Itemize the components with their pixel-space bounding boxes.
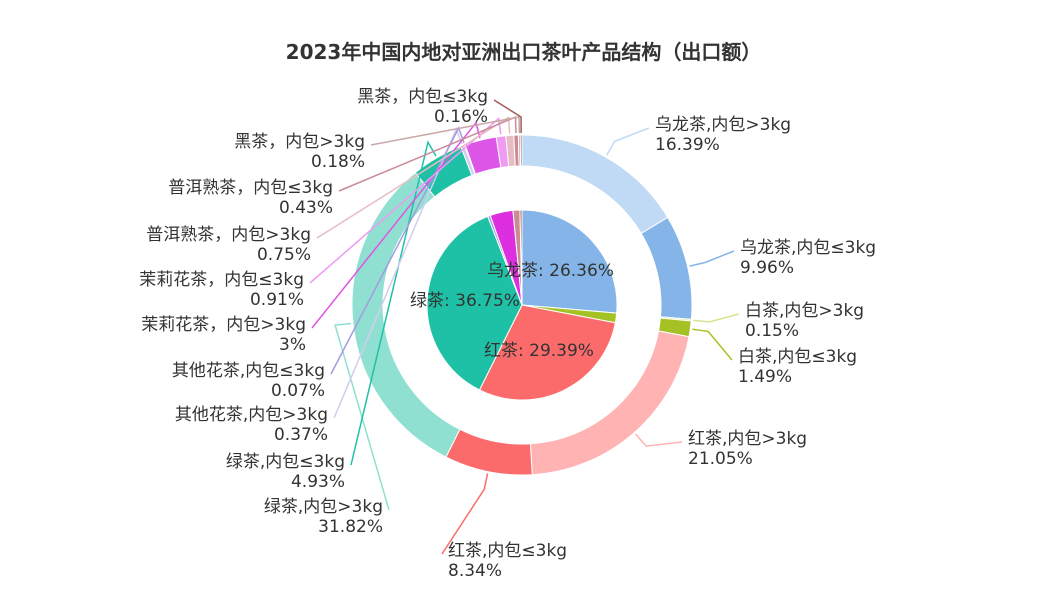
outer-value-14: 0.18%: [311, 152, 365, 172]
outer-label-9: 其他花茶,内包≤3kg: [172, 361, 325, 381]
outer-value-4: 21.05%: [688, 449, 753, 469]
inner-slice-3: [426, 215, 523, 391]
outer-label-13: 普洱熟茶，内包≤3kg: [168, 177, 333, 198]
outer-value-6: 31.82%: [318, 517, 383, 537]
leader-line-1: [689, 250, 735, 267]
leader-line-11: [309, 116, 502, 284]
outer-label-11: 茉莉花茶，内包≤3kg: [139, 270, 304, 290]
leader-line-15: [493, 99, 522, 134]
outer-value-10: 3%: [279, 335, 306, 355]
outer-slice-5: [445, 428, 533, 476]
leader-line-14: [370, 116, 521, 146]
inner-label-3: 绿茶: 36.75%: [410, 291, 520, 311]
outer-value-5: 8.34%: [448, 561, 502, 581]
inner-slice-7: [519, 209, 523, 306]
leader-line-12: [316, 116, 511, 239]
outer-value-2: 0.15%: [745, 321, 799, 341]
outer-value-1: 9.96%: [740, 258, 794, 278]
outer-value-12: 0.75%: [257, 245, 311, 265]
outer-label-10: 茉莉花茶，内包>3kg: [141, 315, 306, 335]
outer-label-6: 绿茶,内包>3kg: [264, 497, 383, 517]
outer-label-0: 乌龙茶,内包>3kg: [655, 115, 791, 135]
outer-label-4: 红茶,内包>3kg: [688, 429, 807, 449]
outer-label-1: 乌龙茶,内包≤3kg: [740, 238, 876, 258]
outer-label-7: 绿茶,内包≤3kg: [226, 452, 345, 472]
outer-slice-1: [640, 216, 693, 320]
outer-label-8: 其他花茶,内包>3kg: [175, 405, 328, 425]
leader-line-6: [334, 322, 390, 511]
outer-label-14: 黑茶，内包>3kg: [234, 132, 365, 152]
outer-value-3: 1.49%: [738, 367, 792, 387]
outer-label-3: 白茶,内包≤3kg: [738, 347, 857, 367]
chart-title: 2023年中国内地对亚洲出口茶叶产品结构（出口额）: [285, 40, 762, 64]
inner-slice-0: [521, 209, 618, 314]
inner-label-2: 红茶: 29.39%: [484, 341, 594, 361]
outer-value-15: 0.16%: [434, 107, 488, 127]
leader-line-3: [692, 328, 733, 361]
outer-label-12: 普洱熟茶，内包>3kg: [146, 224, 311, 245]
leader-line-4: [635, 433, 683, 447]
outer-value-8: 0.37%: [274, 425, 328, 445]
inner-slice-2: [478, 304, 616, 401]
outer-label-5: 红茶,内包≤3kg: [448, 541, 567, 561]
outer-label-15: 黑茶，内包≤3kg: [357, 87, 488, 107]
outer-value-11: 0.91%: [250, 290, 304, 310]
outer-slice-15: [519, 134, 523, 167]
outer-value-0: 16.39%: [655, 135, 720, 155]
outer-value-9: 0.07%: [271, 381, 325, 401]
leader-line-5: [441, 473, 489, 555]
inner-label-0: 乌龙茶: 26.36%: [487, 261, 614, 281]
outer-value-7: 4.93%: [291, 472, 345, 492]
leader-line-0: [606, 127, 650, 156]
outer-label-2: 白茶,内包>3kg: [745, 301, 864, 321]
outer-value-13: 0.43%: [279, 198, 333, 218]
leader-line-2: [693, 313, 740, 323]
